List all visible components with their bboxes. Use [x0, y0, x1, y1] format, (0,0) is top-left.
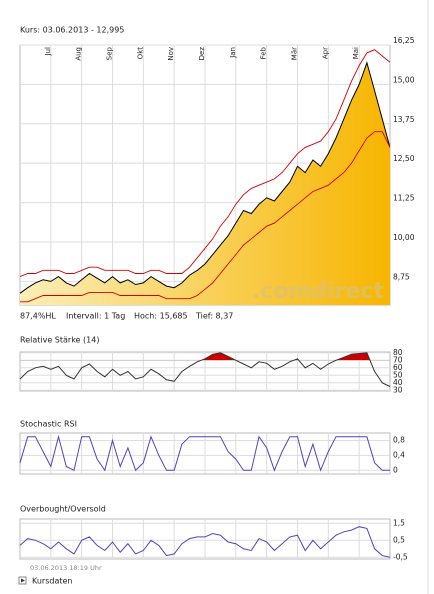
series-line: [20, 61, 390, 294]
y-tick-label: 0,4: [393, 450, 405, 459]
panel-title: Relative Stärke (14): [20, 336, 99, 345]
panel-title: Stochastic RSI: [20, 420, 77, 429]
stat-text: Intervall: 1 Tag: [66, 312, 125, 321]
stat-text: Hoch: 15,685: [134, 312, 188, 321]
y-tick-label: 0,5: [393, 535, 405, 544]
x-tick-label: Nov: [167, 47, 175, 61]
watermark: .comdirect: [252, 279, 385, 304]
series-line: [19, 434, 390, 472]
link-arrow[interactable]: [21, 578, 25, 583]
y-tick-label: 1,5: [393, 518, 405, 527]
y-tick-label: 50: [393, 370, 403, 379]
series-group: [19, 434, 390, 472]
x-tick-label: Jul: [44, 47, 52, 57]
y-tick-label: 16,25: [393, 36, 415, 45]
stat-text: 87,4%HL: [20, 312, 56, 321]
y-tick-label: 60: [393, 363, 403, 372]
series-line: [20, 49, 390, 278]
y-tick-label: 10,00: [393, 233, 415, 242]
y-tick-label: -0,5: [393, 552, 408, 561]
y-tick-label: 8,75: [393, 272, 410, 281]
series-group: [19, 352, 391, 387]
series-group: [19, 526, 391, 558]
timestamp: 03.06.2013 18:19 Uhr: [30, 564, 102, 572]
y-tick-label: 0: [393, 465, 398, 474]
y-tick-label: 11,25: [393, 194, 415, 203]
x-tick-label: Sep: [106, 46, 114, 60]
x-tick-label: Aug: [75, 47, 83, 61]
price-area: [20, 62, 390, 305]
link[interactable]: Kursdaten: [32, 577, 72, 586]
x-tick-label: Feb: [260, 46, 268, 59]
series-group: [20, 49, 390, 305]
stat-text: Tief: 8,37: [195, 312, 233, 321]
x-tick-label: Mai: [352, 47, 360, 59]
x-tick-label: Mär: [291, 47, 299, 60]
x-tick-label: Okt: [136, 47, 144, 60]
y-tick-label: 70: [393, 355, 403, 364]
panel-title: Overbought/Oversold: [20, 505, 106, 514]
x-tick-label: Apr: [321, 47, 329, 59]
y-tick-label: 0,8: [393, 435, 405, 444]
series-line: [20, 131, 390, 303]
y-tick-label: 13,75: [393, 115, 415, 124]
x-tick-label: Jan: [229, 47, 237, 59]
series-line: [19, 526, 391, 558]
header-title: Kurs: 03.06.2013 - 12,995: [20, 26, 124, 35]
y-tick-label: 12,50: [393, 154, 415, 163]
y-tick-label: 40: [393, 378, 403, 387]
highlight-area: [20, 352, 390, 361]
x-tick-label: Dez: [198, 47, 206, 61]
series-line: [19, 352, 391, 387]
y-tick-label: 80: [393, 348, 403, 357]
y-tick-label: 30: [393, 385, 403, 394]
y-tick-label: 15,00: [393, 75, 415, 84]
